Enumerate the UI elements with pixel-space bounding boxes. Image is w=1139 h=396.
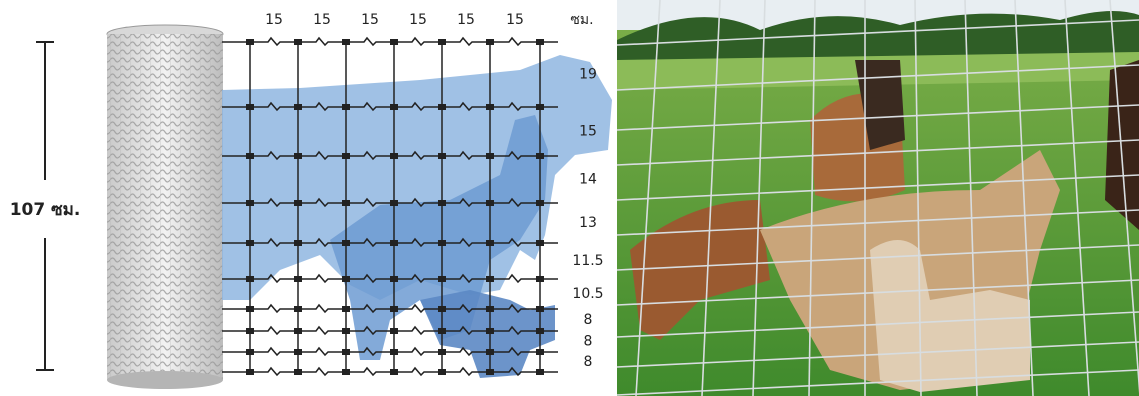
knot	[438, 276, 446, 282]
knot	[536, 328, 544, 334]
knot	[294, 200, 302, 206]
column-spacing: 15	[313, 12, 331, 28]
knot	[390, 349, 398, 355]
knot	[486, 306, 494, 312]
knot	[342, 276, 350, 282]
knot	[536, 369, 544, 375]
knot	[390, 369, 398, 375]
knot	[390, 200, 398, 206]
row-spacing: 14	[579, 172, 597, 188]
knot	[246, 104, 254, 110]
knot	[342, 349, 350, 355]
knot	[438, 39, 446, 45]
knot	[246, 39, 254, 45]
knot	[246, 369, 254, 375]
knot	[438, 369, 446, 375]
knot	[246, 349, 254, 355]
knot	[342, 104, 350, 110]
knot	[342, 153, 350, 159]
knot	[390, 240, 398, 246]
knot	[294, 369, 302, 375]
knot	[536, 276, 544, 282]
knot	[294, 328, 302, 334]
knot	[246, 276, 254, 282]
knot	[486, 369, 494, 375]
row-spacing: 10.5	[572, 286, 603, 302]
row-spacing: 15	[579, 124, 597, 140]
knot	[438, 240, 446, 246]
fence-photo	[617, 0, 1139, 396]
height-dimension: 107 ซม.	[10, 42, 81, 370]
column-spacing: 15	[409, 12, 427, 28]
knot	[246, 240, 254, 246]
knot	[438, 200, 446, 206]
knot	[486, 349, 494, 355]
knot	[486, 104, 494, 110]
knot	[536, 39, 544, 45]
knot	[536, 104, 544, 110]
knot	[486, 240, 494, 246]
knot	[438, 153, 446, 159]
knot	[294, 240, 302, 246]
knot	[438, 306, 446, 312]
row-spacing: 8	[584, 334, 593, 350]
knot	[486, 39, 494, 45]
knot	[294, 276, 302, 282]
knot	[246, 328, 254, 334]
knot	[438, 104, 446, 110]
knot	[246, 153, 254, 159]
knot	[390, 39, 398, 45]
knot	[536, 153, 544, 159]
column-spacing: 15	[506, 12, 524, 28]
knot	[390, 153, 398, 159]
knot	[438, 349, 446, 355]
knot	[342, 240, 350, 246]
knot	[342, 200, 350, 206]
knot	[342, 328, 350, 334]
knot	[486, 276, 494, 282]
knot	[390, 276, 398, 282]
knot	[294, 153, 302, 159]
wire-roll	[107, 25, 223, 389]
knot	[390, 306, 398, 312]
knot	[536, 306, 544, 312]
knot	[246, 306, 254, 312]
column-spacing: 15	[265, 12, 283, 28]
row-spacing: 8	[584, 354, 593, 370]
row-spacing: 13	[579, 215, 597, 231]
knot	[536, 200, 544, 206]
knot	[342, 306, 350, 312]
row-spacing: 11.5	[572, 253, 603, 269]
figure: 107 ซม. 15 15 15 15 15 15 ซม. 19 15 14 13 11.5 10.5 8…	[0, 0, 1139, 396]
knot	[486, 153, 494, 159]
height-label: 107 ซม.	[10, 200, 81, 220]
knot	[342, 369, 350, 375]
knot	[536, 349, 544, 355]
knot	[294, 39, 302, 45]
knot	[294, 306, 302, 312]
knot	[246, 200, 254, 206]
unit-label: ซม.	[570, 12, 593, 28]
row-spacing: 8	[584, 312, 593, 328]
knot	[390, 328, 398, 334]
knot	[438, 328, 446, 334]
knot	[390, 104, 398, 110]
column-spacing: 15	[361, 12, 379, 28]
row-spacing: 19	[579, 67, 597, 83]
knot	[294, 349, 302, 355]
knot	[294, 104, 302, 110]
knot	[536, 240, 544, 246]
knot	[486, 328, 494, 334]
knot	[486, 200, 494, 206]
knot	[342, 39, 350, 45]
column-spacing: 15	[457, 12, 475, 28]
page: 107 ซม. 15 15 15 15 15 15 ซม. 19 15 14 13 11.5 10.5 8…	[0, 0, 1139, 396]
